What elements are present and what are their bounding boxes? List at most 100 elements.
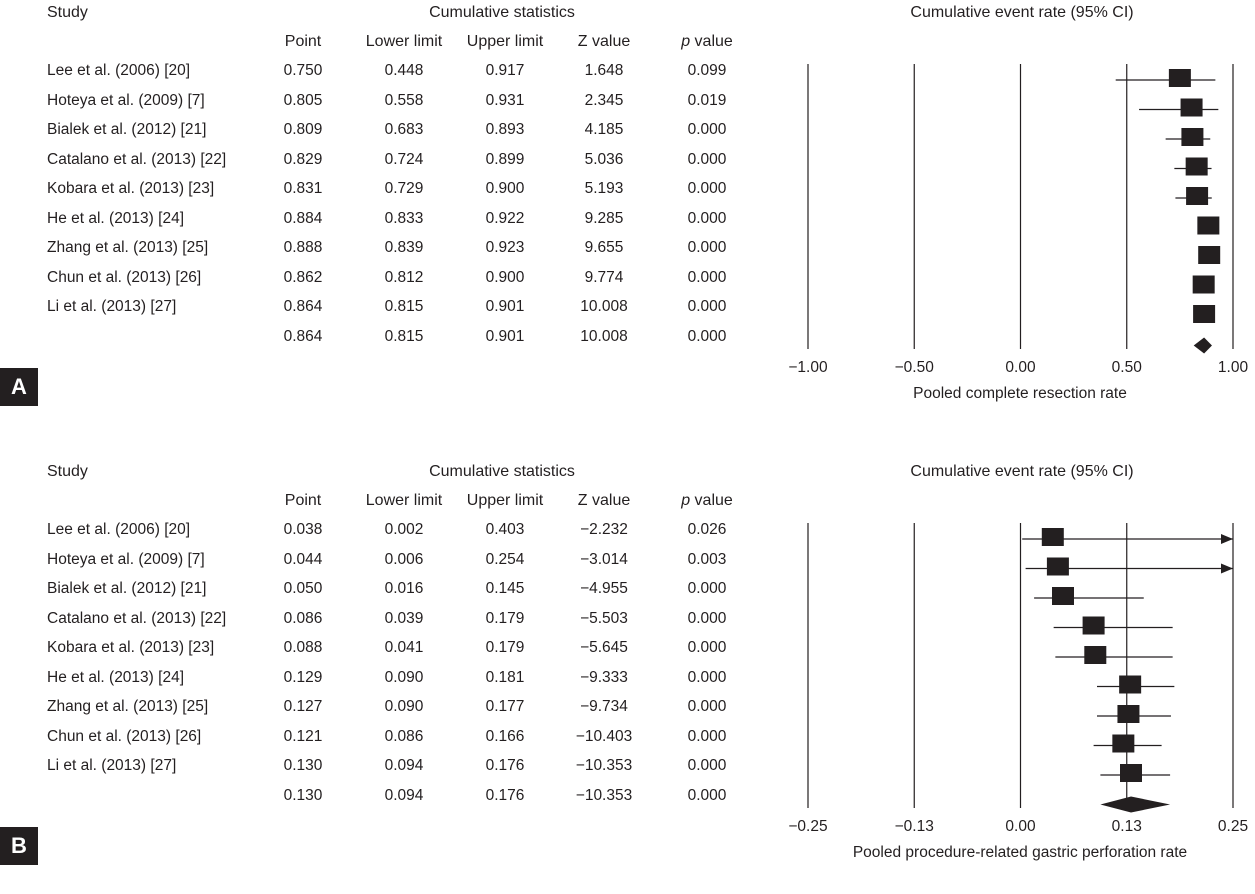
row-1-p-value: 0.099 [687, 62, 727, 79]
row-7-upper-limit: 0.177 [485, 698, 525, 715]
p-value-header: p value [681, 33, 733, 51]
ci-arrow [1221, 563, 1233, 574]
row-4-upper-limit: 0.899 [485, 150, 525, 168]
pooled-lower-limit: 0.815 [384, 327, 424, 345]
row-8-z-value: −10.403 [575, 727, 633, 745]
row-4-p-value: 0.000 [687, 150, 727, 168]
row-9-z-value: −10.353 [575, 757, 633, 774]
row-6-study: He et al. (2013) [24] [47, 209, 184, 227]
point-estimate [1052, 587, 1074, 605]
row-5-study: Kobara et al. (2013) [23] [47, 180, 215, 197]
plot-title: Cumulative event rate (95% CI) [910, 463, 1134, 480]
row-7-p-value: 0.000 [687, 239, 727, 256]
point-estimate [1185, 157, 1208, 176]
row-6-z-value: −9.333 [580, 668, 628, 686]
row-3-point: 0.050 [283, 580, 323, 597]
row-7-z-value: 9.655 [584, 239, 624, 256]
upper-limit-header: Upper limit [466, 492, 544, 509]
row-1-study: Lee et al. (2006) [20] [47, 62, 191, 79]
row-8-p-value: 0.000 [687, 268, 727, 286]
row-9-z-value: 10.008 [580, 298, 628, 315]
row-9-study: Li et al. (2013) [27] [47, 757, 177, 774]
row-9-lower-limit: 0.815 [384, 298, 424, 315]
x-tick-label: 0.00 [1005, 359, 1036, 376]
p-value-header-rest: value [690, 33, 733, 50]
row-6-p-value: 0.000 [687, 209, 727, 227]
point-estimate [1112, 734, 1135, 753]
row-1-point: 0.038 [283, 521, 323, 538]
row-8-upper-limit: 0.900 [485, 268, 525, 286]
forest-plot [807, 523, 1234, 813]
row-9-p-value: 0.000 [687, 298, 727, 315]
row-6-study: He et al. (2013) [24] [47, 668, 184, 686]
lower-limit-header: Lower limit [365, 33, 443, 50]
row-3-upper-limit: 0.145 [485, 580, 525, 597]
z-value-header: Z value [577, 492, 631, 509]
row-4-z-value: −5.503 [580, 609, 628, 627]
row-4-study: Catalano et al. (2013) [22] [47, 150, 227, 168]
row-8-study: Chun et al. (2013) [26] [47, 727, 202, 745]
row-2-study: Hoteya et al. (2009) [7] [47, 550, 205, 568]
pooled-diamond [1193, 337, 1212, 354]
row-1-lower-limit: 0.002 [384, 521, 424, 538]
pooled-p-value: 0.000 [687, 327, 727, 345]
row-7-study: Zhang et al. (2013) [25] [47, 239, 209, 256]
study-header: Study [47, 463, 88, 480]
row-7-point: 0.127 [283, 698, 323, 715]
row-4-p-value: 0.000 [687, 609, 727, 627]
pooled-upper-limit: 0.176 [485, 786, 525, 804]
row-9-point: 0.864 [283, 298, 323, 315]
row-5-p-value: 0.000 [687, 639, 727, 656]
row-8-point: 0.121 [283, 727, 323, 745]
row-1-p-value: 0.026 [687, 521, 727, 538]
row-4-lower-limit: 0.724 [384, 150, 424, 168]
row-5-z-value: −5.645 [580, 639, 628, 656]
pooled-z-value: 10.008 [580, 327, 628, 345]
row-7-study: Zhang et al. (2013) [25] [47, 698, 209, 715]
row-5-z-value: 5.193 [584, 180, 624, 197]
row-2-upper-limit: 0.254 [485, 550, 525, 568]
z-value-header: Z value [577, 33, 631, 50]
p-value-header: p value [681, 492, 733, 510]
point-estimate [1192, 275, 1215, 294]
row-4-point: 0.086 [283, 609, 323, 627]
row-2-z-value: −3.014 [580, 550, 628, 568]
point-estimate [1117, 705, 1140, 723]
row-2-p-value: 0.003 [687, 550, 727, 568]
row-4-z-value: 5.036 [584, 150, 624, 168]
pooled-point: 0.130 [283, 786, 323, 804]
row-7-lower-limit: 0.839 [384, 239, 424, 256]
point-estimate [1180, 98, 1203, 117]
x-tick-label: −1.00 [788, 359, 828, 376]
row-4-study: Catalano et al. (2013) [22] [47, 609, 227, 627]
pooled-lower-limit: 0.094 [384, 786, 424, 804]
x-axis-label: Pooled procedure-related gastric perfora… [852, 844, 1188, 861]
row-6-z-value: 9.285 [584, 209, 624, 227]
row-5-lower-limit: 0.729 [384, 180, 424, 197]
panel-b: Study Cumulative statistics Cumulative eve… [0, 459, 1255, 894]
point-estimate [1198, 246, 1221, 264]
row-4-point: 0.829 [283, 150, 323, 168]
row-3-z-value: −4.955 [580, 580, 628, 597]
row-6-lower-limit: 0.090 [384, 668, 424, 686]
row-7-upper-limit: 0.923 [485, 239, 525, 256]
point-estimate [1046, 557, 1069, 576]
point-estimate [1186, 187, 1209, 205]
row-9-study: Li et al. (2013) [27] [47, 298, 177, 315]
row-8-z-value: 9.774 [584, 268, 624, 286]
row-5-point: 0.088 [283, 639, 323, 656]
row-8-study: Chun et al. (2013) [26] [47, 268, 202, 286]
x-tick-label: 1.00 [1217, 359, 1249, 376]
row-1-point: 0.750 [283, 62, 323, 79]
row-2-point: 0.805 [283, 91, 323, 109]
x-tick-label: 0.00 [1005, 818, 1036, 835]
row-7-lower-limit: 0.090 [384, 698, 424, 715]
row-9-upper-limit: 0.176 [485, 757, 525, 774]
p-value-header-rest: value [690, 492, 733, 509]
row-2-point: 0.044 [283, 550, 323, 568]
row-2-p-value: 0.019 [687, 91, 727, 109]
x-tick-label: 0.13 [1111, 818, 1142, 835]
x-tick-label: 0.25 [1217, 818, 1249, 835]
x-tick-label: −0.50 [894, 359, 934, 376]
row-4-upper-limit: 0.179 [485, 609, 525, 627]
